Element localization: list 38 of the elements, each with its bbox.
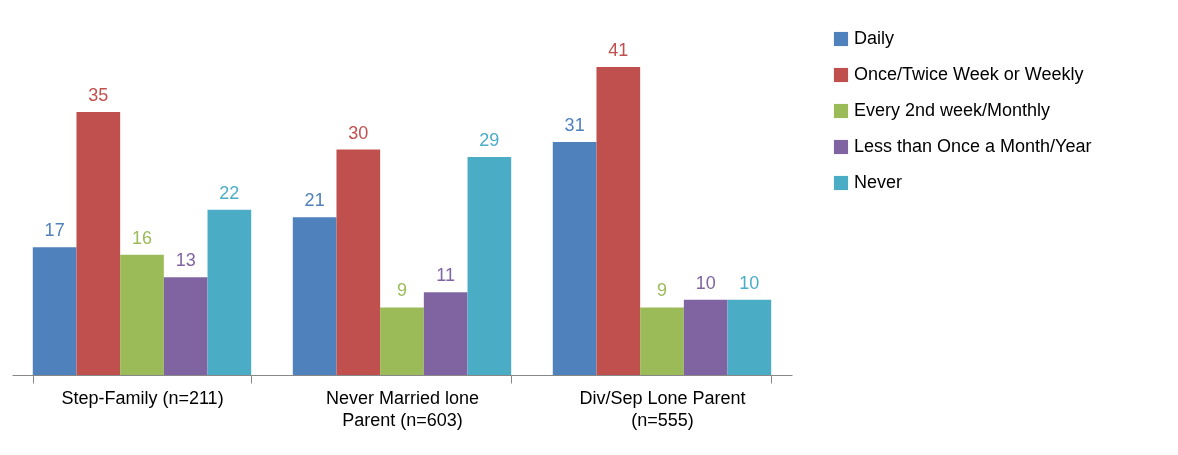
legend-label: Less than Once a Month/Year <box>854 136 1092 156</box>
data-label: 29 <box>479 130 500 151</box>
data-label: 21 <box>304 190 325 211</box>
data-label: 17 <box>44 220 65 241</box>
data-label: 30 <box>348 122 369 143</box>
legend-label: Once/Twice Week or Weekly <box>854 64 1084 84</box>
data-label: 9 <box>396 280 408 301</box>
bar <box>207 209 252 375</box>
data-label: 13 <box>175 250 196 271</box>
bar <box>727 299 772 375</box>
legend-label: Never <box>854 172 903 192</box>
bar <box>683 299 728 375</box>
bar <box>120 254 164 375</box>
bar <box>552 142 597 375</box>
data-label: 11 <box>436 265 456 286</box>
data-label: 10 <box>695 272 716 293</box>
data-label: 16 <box>131 227 153 248</box>
x-tick-label: Div/Sep Lone Parent (n=555) <box>579 387 746 430</box>
data-label: 22 <box>219 182 240 203</box>
bar <box>640 307 684 375</box>
bar <box>32 247 77 375</box>
legend-label: Every 2nd week/Monthly <box>854 100 1051 120</box>
bar <box>163 277 208 375</box>
bar <box>423 292 468 375</box>
x-tick-label: Step-Family (n=211) <box>61 387 224 408</box>
data-label: 9 <box>656 280 668 301</box>
data-label: 31 <box>564 115 585 136</box>
bar <box>292 217 337 375</box>
bar <box>76 112 121 375</box>
bar <box>336 149 381 375</box>
legend-label: Daily <box>854 28 895 48</box>
x-tick-label: Never Married lone Parent (n=603) <box>325 387 480 430</box>
bar <box>380 307 424 375</box>
data-label: 35 <box>88 85 109 106</box>
data-label: 10 <box>739 272 760 293</box>
bar <box>467 157 512 375</box>
data-label: 41 <box>608 39 629 60</box>
bar <box>596 66 641 375</box>
